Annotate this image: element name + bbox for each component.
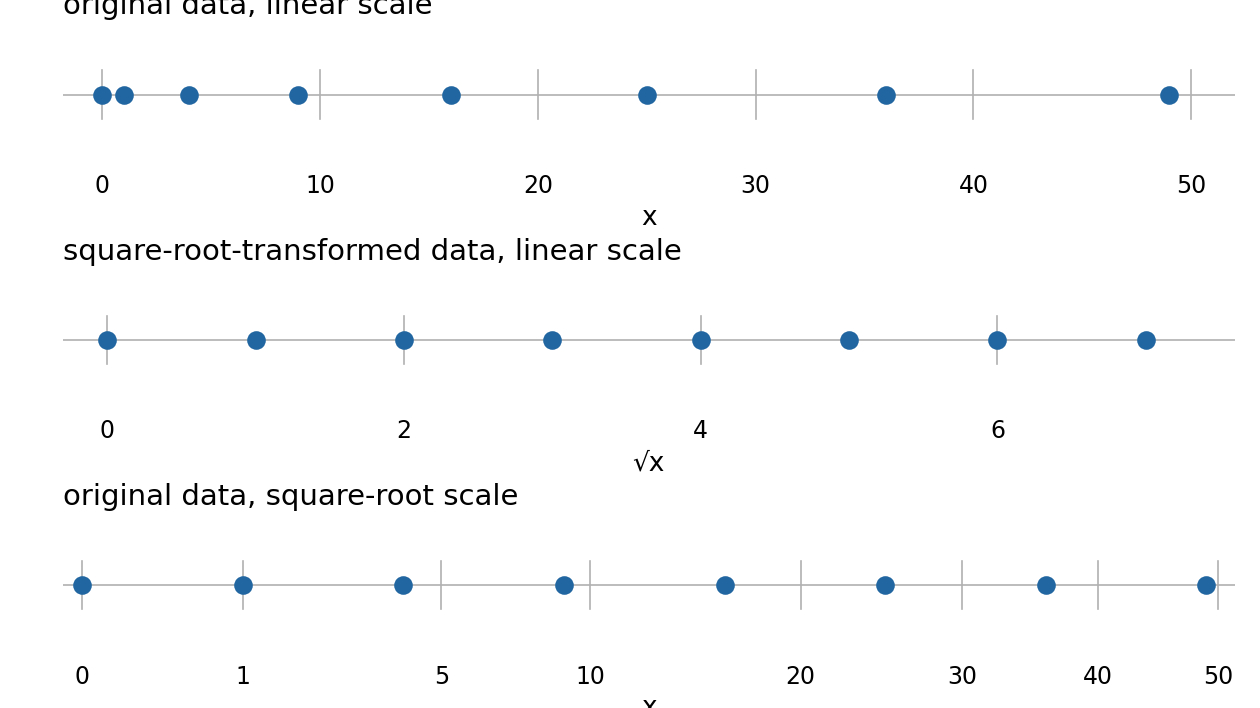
Point [393, 579, 413, 590]
Point [246, 334, 266, 346]
X-axis label: √x: √x [633, 450, 665, 476]
Point [839, 334, 859, 346]
Point [394, 334, 415, 346]
Text: square-root-transformed data, linear scale: square-root-transformed data, linear sca… [63, 238, 682, 266]
Point [1197, 579, 1217, 590]
Point [1036, 579, 1056, 590]
Point [1159, 89, 1179, 101]
Point [988, 334, 1008, 346]
Point [714, 579, 735, 590]
Point [97, 334, 117, 346]
Point [113, 89, 134, 101]
X-axis label: x: x [641, 695, 656, 708]
Point [876, 89, 896, 101]
Point [179, 89, 199, 101]
Text: original data, linear scale: original data, linear scale [63, 0, 432, 21]
X-axis label: x: x [641, 205, 656, 231]
Point [876, 579, 896, 590]
Point [233, 579, 253, 590]
Point [542, 334, 562, 346]
Point [1135, 334, 1155, 346]
Point [690, 334, 711, 346]
Point [72, 579, 92, 590]
Point [636, 89, 656, 101]
Text: original data, square-root scale: original data, square-root scale [63, 483, 518, 511]
Point [554, 579, 575, 590]
Point [441, 89, 461, 101]
Point [289, 89, 309, 101]
Point [92, 89, 112, 101]
